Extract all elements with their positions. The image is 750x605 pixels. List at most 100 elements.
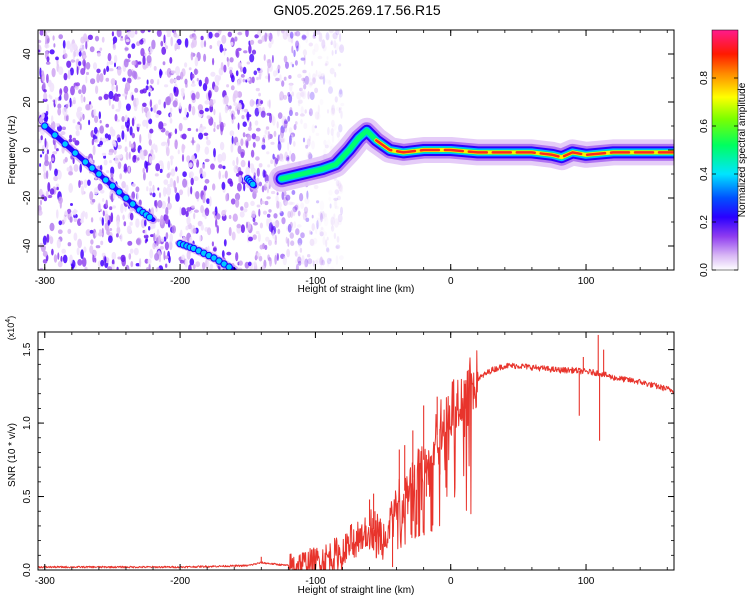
noise-speckle <box>200 205 205 214</box>
noise-speckle <box>302 137 306 143</box>
noise-speckle <box>256 204 261 208</box>
noise-speckle <box>115 108 121 112</box>
noise-speckle <box>309 263 312 267</box>
noise-speckle <box>188 67 192 71</box>
noise-speckle <box>289 107 293 113</box>
noise-speckle <box>44 43 50 49</box>
noise-speckle <box>258 255 263 262</box>
noise-speckle <box>198 132 204 140</box>
noise-speckle <box>192 80 195 85</box>
noise-speckle <box>299 91 305 97</box>
noise-speckle <box>300 202 305 209</box>
noise-speckle <box>56 148 59 152</box>
noise-speckle <box>275 195 279 203</box>
noise-speckle <box>121 116 125 122</box>
noise-speckle <box>250 200 255 206</box>
noise-speckle <box>57 103 62 109</box>
noise-speckle <box>333 218 339 228</box>
noise-speckle <box>311 60 314 67</box>
noise-speckle <box>137 157 140 161</box>
noise-speckle <box>291 45 294 54</box>
noise-speckle <box>181 143 185 154</box>
noise-speckle <box>291 190 296 195</box>
ridge-point <box>41 122 49 130</box>
noise-speckle <box>338 89 343 98</box>
noise-speckle <box>99 47 103 51</box>
noise-speckle <box>95 245 101 249</box>
noise-speckle <box>329 203 332 209</box>
y-tick-label: 1.0 <box>22 416 33 430</box>
noise-speckle <box>39 117 43 124</box>
noise-speckle <box>92 145 96 156</box>
colorbar-frame <box>711 29 739 271</box>
noise-speckle <box>127 77 132 84</box>
noise-speckle <box>207 260 210 268</box>
noise-speckle <box>153 66 157 71</box>
noise-speckle <box>195 128 199 132</box>
noise-speckle <box>312 77 316 85</box>
noise-speckle <box>323 216 329 227</box>
noise-speckle <box>143 171 146 181</box>
noise-speckle <box>155 199 158 209</box>
noise-speckle <box>96 73 100 84</box>
noise-speckle <box>240 66 244 73</box>
noise-speckle <box>129 221 133 226</box>
noise-speckle <box>129 126 133 136</box>
noise-speckle <box>321 258 324 263</box>
noise-speckle <box>70 85 75 96</box>
noise-speckle <box>204 207 210 217</box>
noise-speckle <box>148 155 153 164</box>
colorbar-tick-label: 0.6 <box>699 119 710 133</box>
noise-speckle <box>268 99 271 109</box>
noise-speckle <box>80 96 84 104</box>
noise-speckle <box>131 132 135 139</box>
noise-speckle <box>171 225 176 234</box>
noise-speckle <box>288 34 293 39</box>
noise-speckle <box>226 251 232 256</box>
noise-speckle <box>83 246 87 253</box>
noise-speckle <box>169 117 173 124</box>
noise-speckle <box>297 260 302 266</box>
noise-speckle <box>56 238 61 249</box>
noise-speckle <box>201 126 207 130</box>
noise-speckle <box>311 140 315 150</box>
noise-speckle <box>218 170 221 180</box>
noise-speckle <box>110 172 114 179</box>
noise-speckle <box>84 266 88 270</box>
noise-speckle <box>52 35 55 41</box>
noise-speckle <box>116 233 119 238</box>
noise-speckle <box>157 235 161 245</box>
noise-speckle <box>187 186 190 197</box>
noise-speckle <box>303 122 308 130</box>
noise-speckle <box>86 71 89 76</box>
noise-speckle <box>333 213 336 220</box>
noise-speckle <box>115 84 118 93</box>
noise-speckle <box>81 84 87 95</box>
noise-speckle <box>308 230 312 235</box>
noise-speckle <box>231 74 235 83</box>
noise-speckle <box>207 227 212 236</box>
colorbar-tick-label: 0.2 <box>699 215 710 229</box>
noise-speckle <box>319 200 325 211</box>
noise-speckle <box>161 200 167 209</box>
noise-speckle <box>338 124 343 133</box>
noise-speckle <box>166 173 171 179</box>
noise-speckle <box>326 247 330 253</box>
noise-speckle <box>283 190 287 197</box>
noise-speckle <box>105 199 108 208</box>
noise-speckle <box>52 151 58 155</box>
noise-speckle <box>66 167 71 172</box>
noise-speckle <box>188 162 193 168</box>
noise-speckle <box>212 99 216 104</box>
noise-speckle <box>140 48 145 57</box>
noise-speckle <box>77 113 81 120</box>
noise-speckle <box>300 106 304 115</box>
noise-speckle <box>306 190 309 200</box>
colorbar-tick-label: 0.8 <box>699 71 710 85</box>
noise-speckle <box>166 186 172 196</box>
noise-speckle <box>320 212 323 223</box>
noise-speckle <box>246 134 252 142</box>
noise-speckle <box>58 34 63 40</box>
noise-speckle <box>252 217 256 223</box>
noise-speckle <box>279 207 282 214</box>
